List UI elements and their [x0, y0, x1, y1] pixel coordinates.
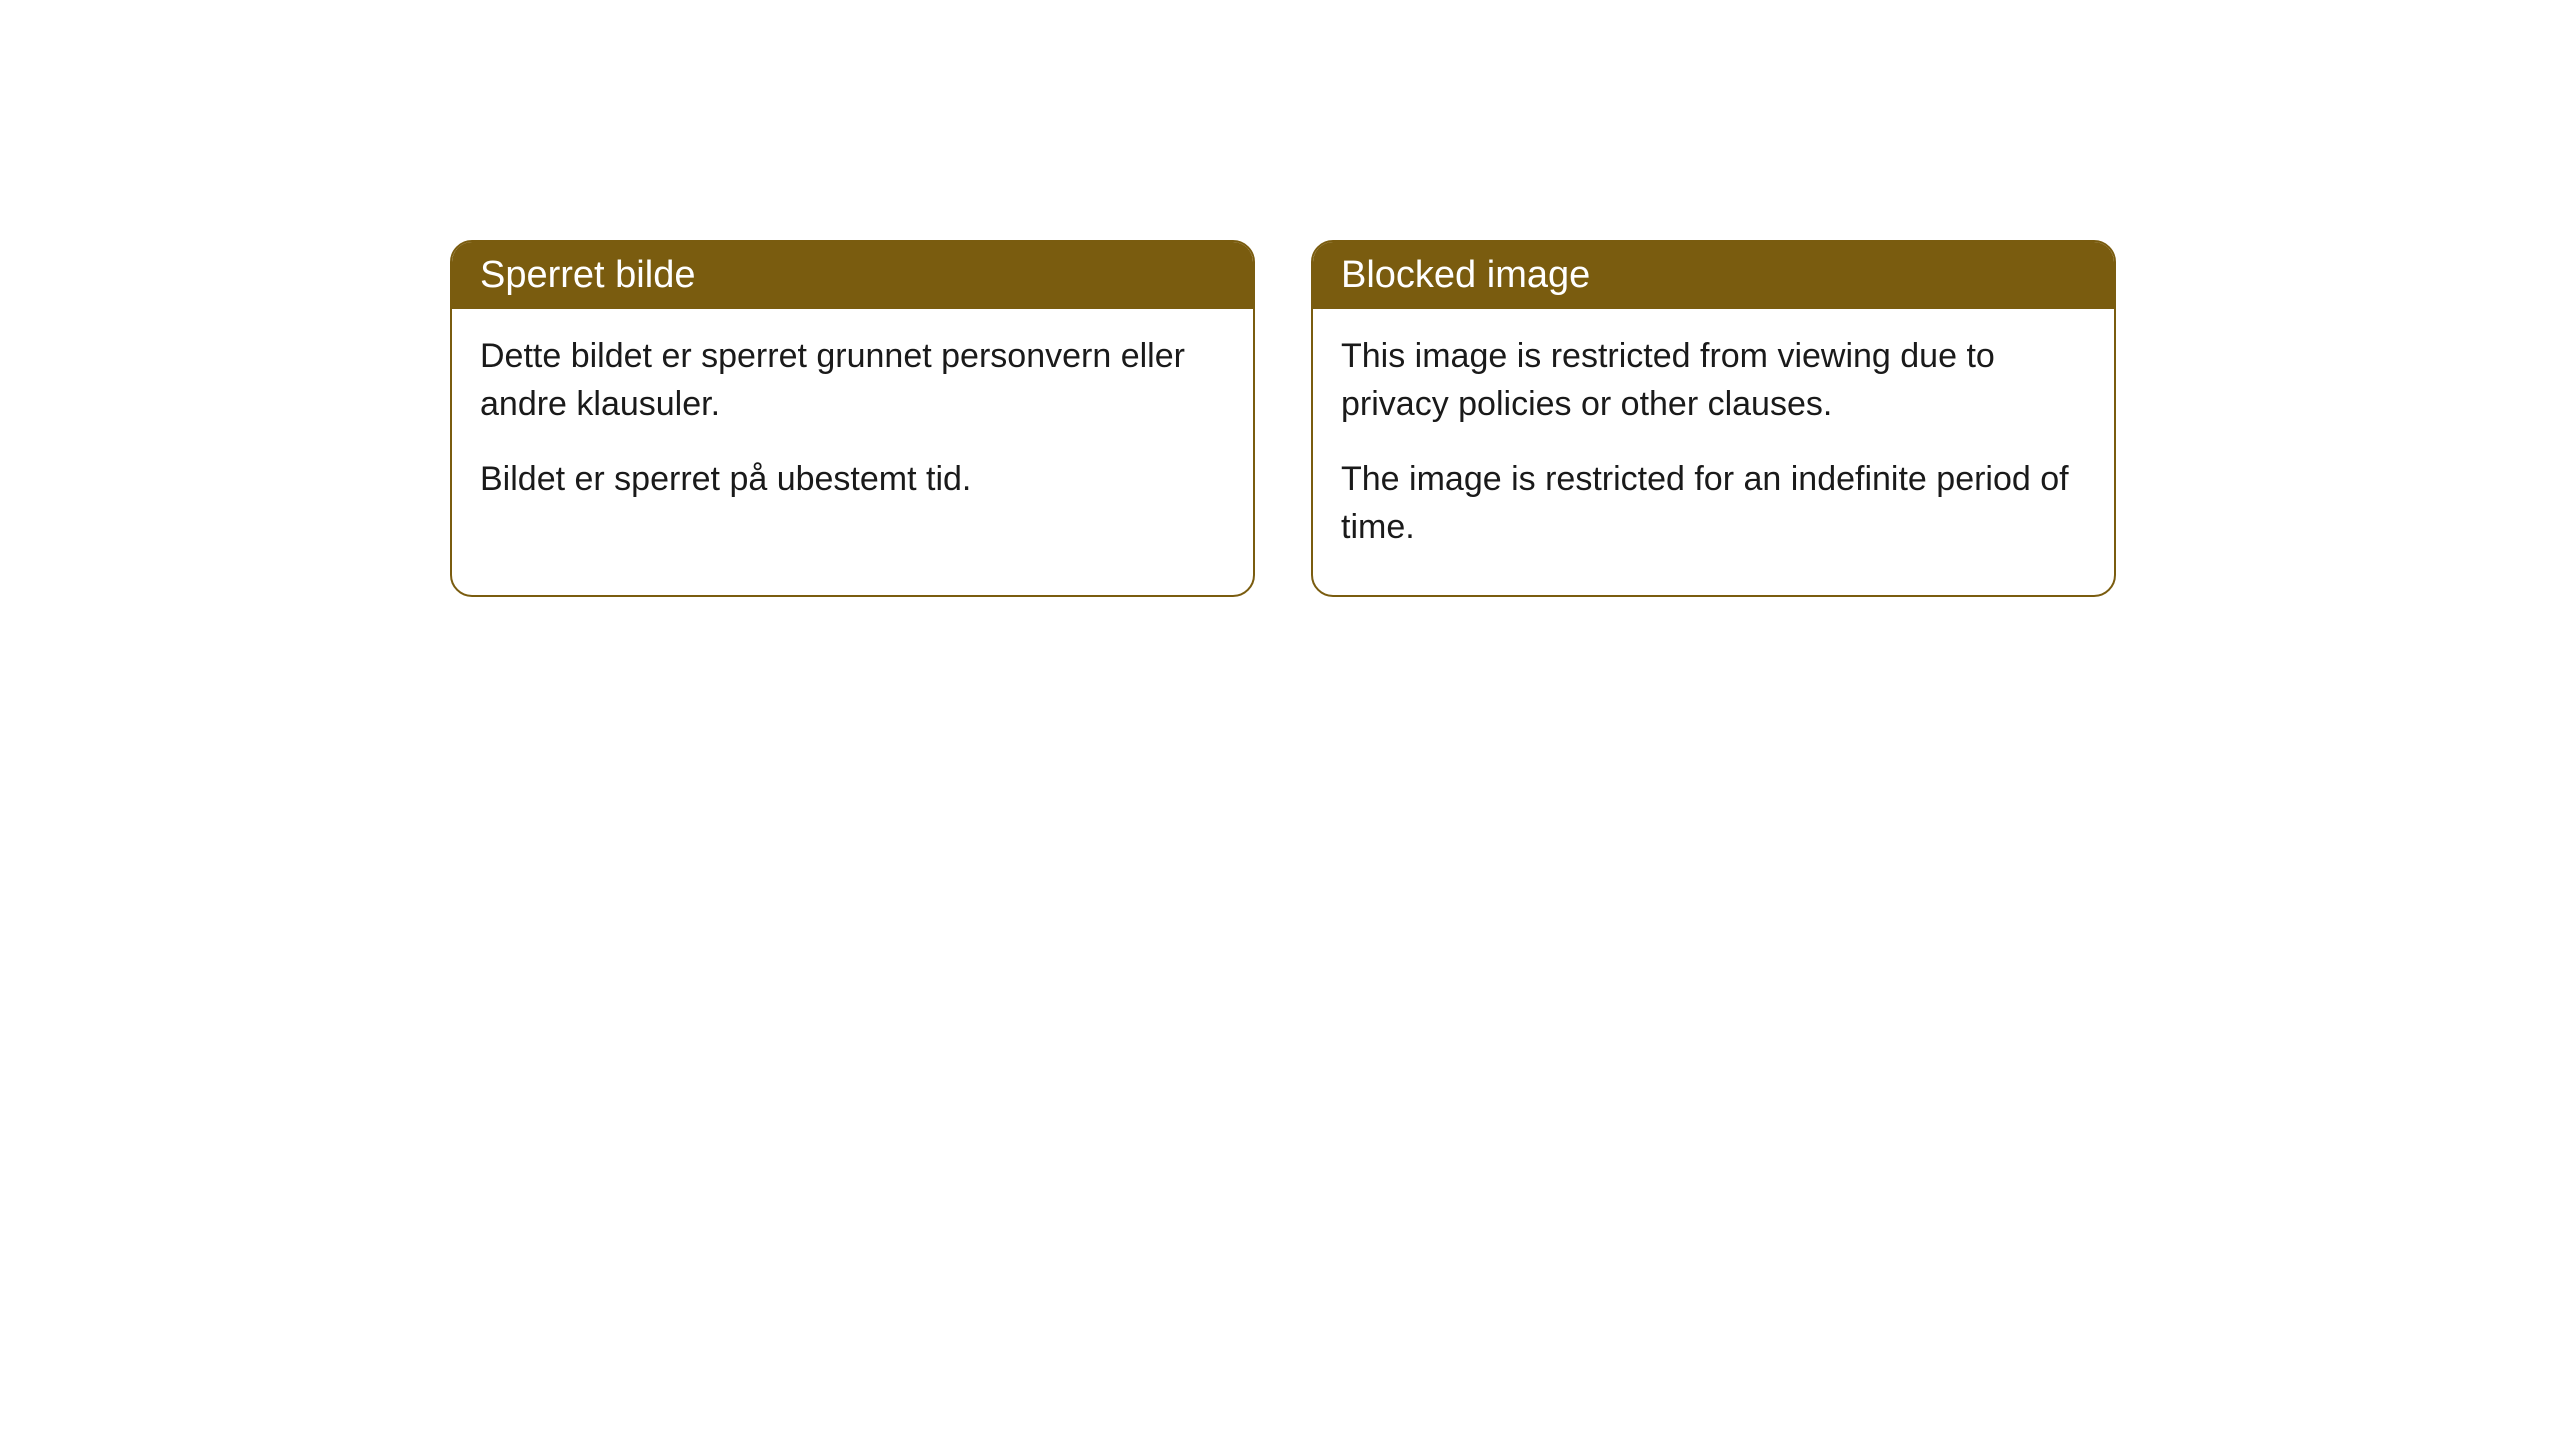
card-paragraph-2-english: The image is restricted for an indefinit… — [1341, 456, 2086, 551]
card-header-english: Blocked image — [1313, 242, 2114, 309]
card-body-norwegian: Dette bildet er sperret grunnet personve… — [452, 309, 1253, 548]
card-paragraph-2-norwegian: Bildet er sperret på ubestemt tid. — [480, 456, 1225, 504]
card-body-english: This image is restricted from viewing du… — [1313, 309, 2114, 595]
card-paragraph-1-norwegian: Dette bildet er sperret grunnet personve… — [480, 333, 1225, 428]
blocked-image-card-norwegian: Sperret bilde Dette bildet er sperret gr… — [450, 240, 1255, 597]
card-paragraph-1-english: This image is restricted from viewing du… — [1341, 333, 2086, 428]
card-header-norwegian: Sperret bilde — [452, 242, 1253, 309]
blocked-image-card-english: Blocked image This image is restricted f… — [1311, 240, 2116, 597]
card-title-norwegian: Sperret bilde — [480, 254, 695, 296]
card-title-english: Blocked image — [1341, 254, 1590, 296]
notice-cards-container: Sperret bilde Dette bildet er sperret gr… — [450, 240, 2116, 597]
